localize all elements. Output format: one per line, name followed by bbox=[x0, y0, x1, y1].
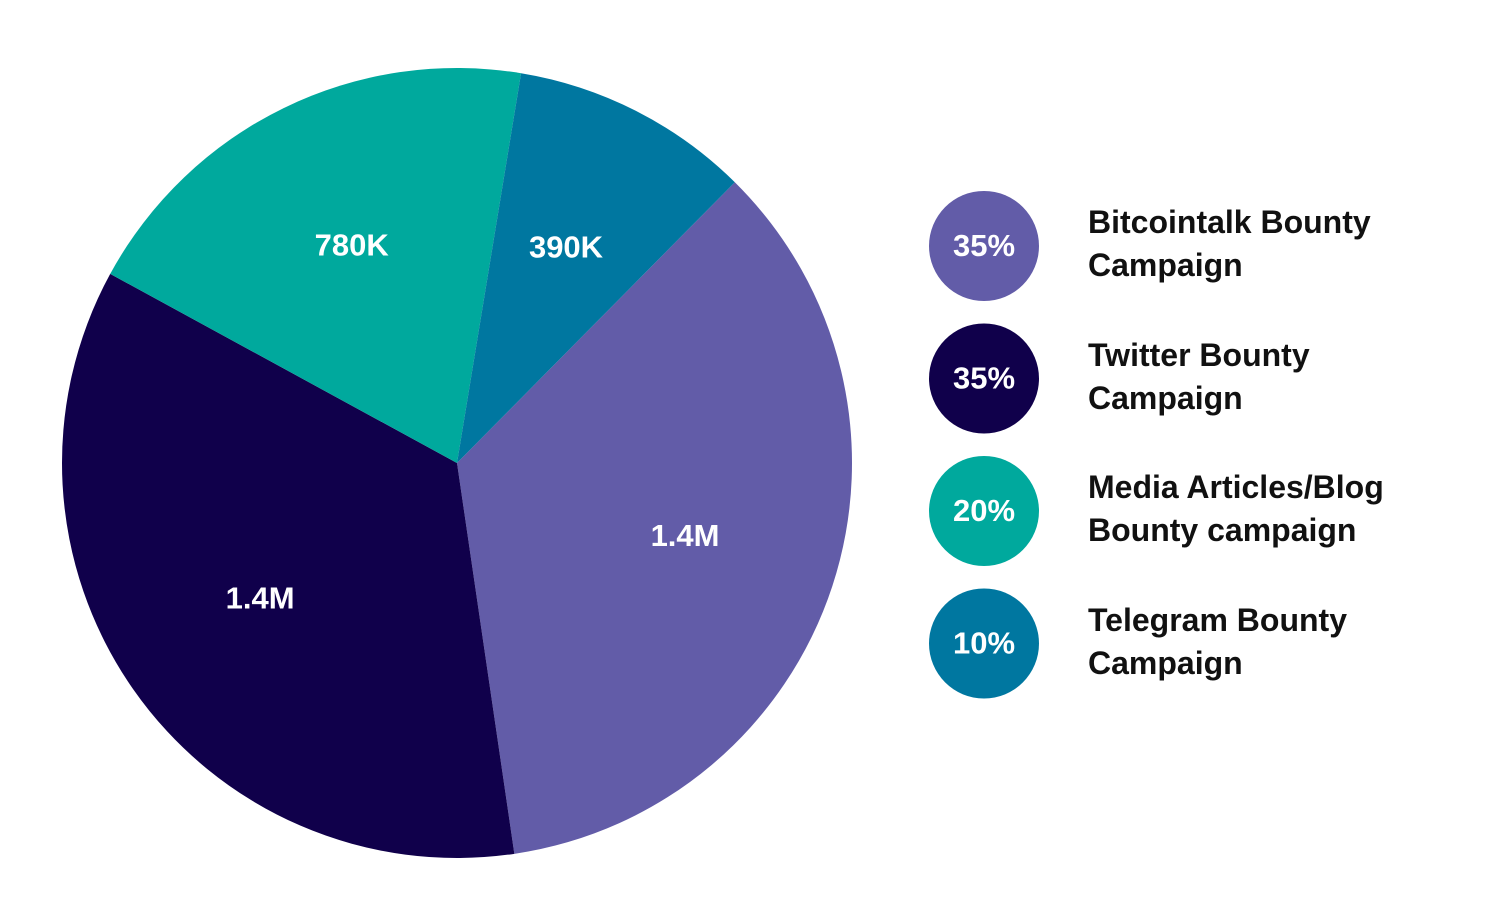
legend-label: Twitter Bounty Campaign bbox=[1088, 336, 1310, 416]
slice-label: 1.4M bbox=[651, 518, 720, 553]
pie-slice bbox=[457, 182, 852, 854]
legend-share: 20% bbox=[953, 493, 1015, 528]
slice-label: 780K bbox=[315, 228, 390, 263]
legend-label: Bitcointalk Bounty Campaign bbox=[1088, 204, 1371, 283]
slice-label: 390K bbox=[529, 229, 604, 264]
legend-share: 35% bbox=[953, 361, 1015, 396]
legend-marker bbox=[929, 191, 1039, 301]
pie-slice bbox=[110, 68, 522, 464]
slice-label: 1.4M bbox=[226, 580, 295, 615]
legend-share: 10% bbox=[953, 626, 1015, 661]
legend-marker bbox=[929, 456, 1039, 566]
legend-marker bbox=[929, 323, 1039, 434]
legend-marker bbox=[929, 588, 1039, 699]
pie-slice bbox=[457, 73, 735, 464]
legend-label: Media Articles/Blog Bounty campaign bbox=[1088, 469, 1384, 548]
legend-label: Telegram Bounty Campaign bbox=[1088, 601, 1347, 681]
pie-slice bbox=[61, 273, 515, 858]
legend-share: 35% bbox=[953, 228, 1015, 263]
